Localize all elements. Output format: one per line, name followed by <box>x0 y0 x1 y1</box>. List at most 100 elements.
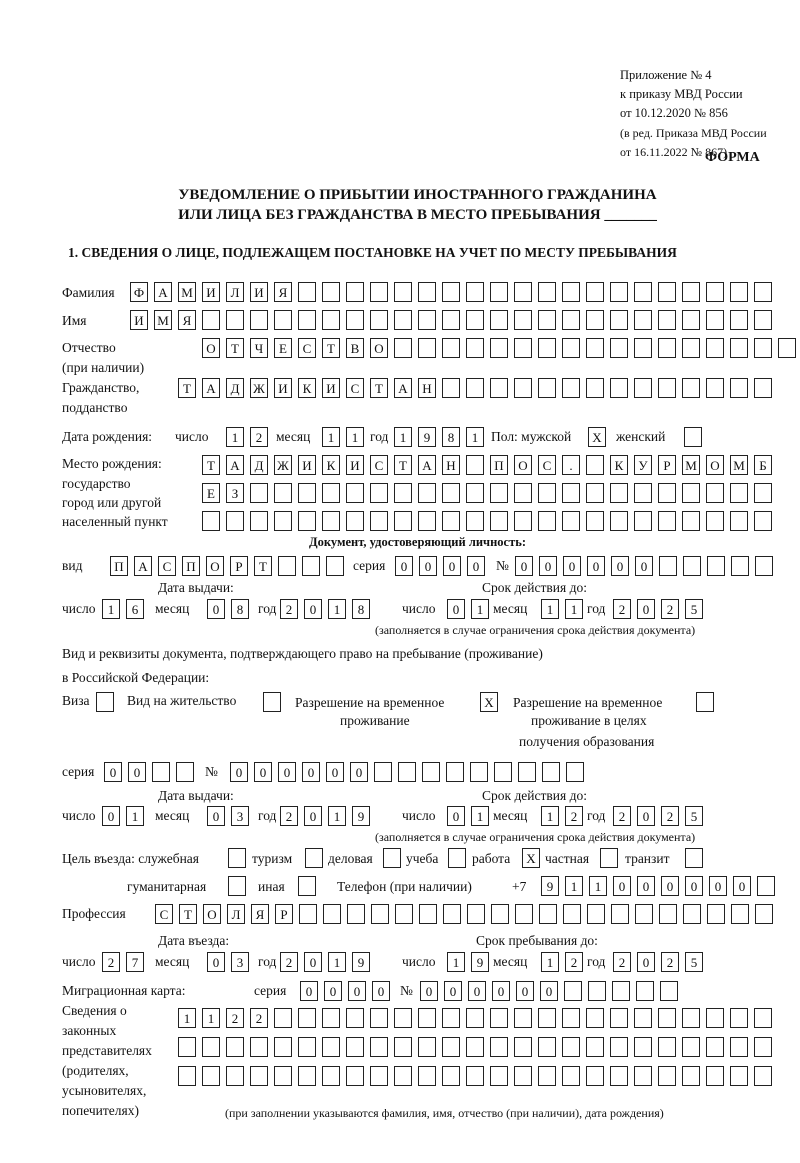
reps2-cell[interactable] <box>490 1037 508 1057</box>
doc-kind-cell[interactable]: Т <box>254 556 272 576</box>
rd-valid-month-cell[interactable]: 2 <box>565 806 583 826</box>
name-cell[interactable] <box>610 310 628 330</box>
birth-year-cell[interactable]: 8 <box>442 427 460 447</box>
p-business-cell[interactable] <box>383 848 401 868</box>
reps1-cell[interactable] <box>514 1008 532 1028</box>
birthplace1-cell[interactable]: П <box>490 455 508 475</box>
doc-valid-day-cell[interactable]: 1 <box>471 599 489 619</box>
reps2-cell[interactable] <box>418 1037 436 1057</box>
doc-number-cell[interactable] <box>707 556 725 576</box>
birthplace3-cell[interactable] <box>514 511 532 531</box>
rd-issue-day-cell[interactable]: 0 <box>102 806 120 826</box>
doc-valid-year-cell[interactable]: 5 <box>685 599 703 619</box>
patronymic-cell[interactable] <box>778 338 796 358</box>
phone-cell[interactable]: 0 <box>613 876 631 896</box>
rd-series-cell[interactable]: 0 <box>104 762 122 782</box>
reps3-cell[interactable] <box>490 1066 508 1086</box>
profession-cell[interactable] <box>587 904 605 924</box>
name-cell[interactable] <box>658 310 676 330</box>
rd-number-cell[interactable] <box>494 762 512 782</box>
birthplace2-cell[interactable] <box>754 483 772 503</box>
reps1-cell[interactable] <box>442 1008 460 1028</box>
birthplace3-cell[interactable] <box>658 511 676 531</box>
profession-cell[interactable] <box>683 904 701 924</box>
patronymic-cell[interactable] <box>706 338 724 358</box>
birthplace3-cell[interactable] <box>706 511 724 531</box>
patronymic-cell[interactable] <box>490 338 508 358</box>
reps2-cell[interactable] <box>562 1037 580 1057</box>
reps1-cell[interactable]: 2 <box>250 1008 268 1028</box>
citizenship-cell[interactable]: Т <box>178 378 196 398</box>
birthplace2-cell[interactable] <box>298 483 316 503</box>
reps1-cell[interactable]: 2 <box>226 1008 244 1028</box>
surname-cell[interactable]: А <box>154 282 172 302</box>
reps3-cell[interactable] <box>538 1066 556 1086</box>
reps1-cell[interactable] <box>586 1008 604 1028</box>
surname-cell[interactable] <box>514 282 532 302</box>
doc-issue-month-cell[interactable]: 0 <box>207 599 225 619</box>
doc-series-cell[interactable]: 0 <box>443 556 461 576</box>
birthplace2-cell[interactable] <box>274 483 292 503</box>
rd-issue-year-cell[interactable]: 9 <box>352 806 370 826</box>
reps2-cell[interactable] <box>682 1037 700 1057</box>
citizenship-cell[interactable]: Ж <box>250 378 268 398</box>
name-cell[interactable] <box>370 310 388 330</box>
profession-cell[interactable] <box>515 904 533 924</box>
patronymic-cell[interactable] <box>442 338 460 358</box>
citizenship-cell[interactable] <box>754 378 772 398</box>
doc-issue-month-cell[interactable]: 8 <box>231 599 249 619</box>
rd-issue-year-cell[interactable]: 0 <box>304 806 322 826</box>
birthplace3-cell[interactable] <box>634 511 652 531</box>
rd-number-cell[interactable] <box>446 762 464 782</box>
citizenship-cell[interactable] <box>466 378 484 398</box>
reps3-cell[interactable] <box>178 1066 196 1086</box>
reps2-cell[interactable] <box>586 1037 604 1057</box>
rd-issue-month-cell[interactable]: 3 <box>231 806 249 826</box>
citizenship-cell[interactable] <box>442 378 460 398</box>
patronymic-cell[interactable]: Ч <box>250 338 268 358</box>
entry-year-cell[interactable]: 2 <box>280 952 298 972</box>
phone-cell[interactable]: 0 <box>661 876 679 896</box>
birthplace2-cell[interactable] <box>586 483 604 503</box>
mc-number-cell[interactable]: 0 <box>468 981 486 1001</box>
birthplace1-cell[interactable]: Т <box>202 455 220 475</box>
stay-day-cell[interactable]: 9 <box>471 952 489 972</box>
birthplace1-cell[interactable]: Б <box>754 455 772 475</box>
doc-kind-cell[interactable]: П <box>182 556 200 576</box>
reps2-cell[interactable] <box>730 1037 748 1057</box>
reps3-cell[interactable] <box>250 1066 268 1086</box>
birthplace2-cell[interactable] <box>706 483 724 503</box>
reps1-cell[interactable] <box>274 1008 292 1028</box>
reps1-cell[interactable] <box>610 1008 628 1028</box>
birthplace3-cell[interactable] <box>394 511 412 531</box>
birthplace2-cell[interactable] <box>514 483 532 503</box>
surname-cell[interactable] <box>562 282 580 302</box>
rd-valid-year-cell[interactable]: 2 <box>661 806 679 826</box>
birthplace1-cell[interactable] <box>586 455 604 475</box>
name-cell[interactable] <box>346 310 364 330</box>
birthplace1-cell[interactable]: . <box>562 455 580 475</box>
patronymic-cell[interactable] <box>418 338 436 358</box>
reps3-cell[interactable] <box>634 1066 652 1086</box>
citizenship-cell[interactable] <box>490 378 508 398</box>
rd-number-cell[interactable] <box>422 762 440 782</box>
reps3-cell[interactable] <box>610 1066 628 1086</box>
surname-cell[interactable] <box>322 282 340 302</box>
citizenship-cell[interactable]: Н <box>418 378 436 398</box>
patronymic-cell[interactable] <box>730 338 748 358</box>
profession-cell[interactable] <box>563 904 581 924</box>
name-cell[interactable]: М <box>154 310 172 330</box>
surname-cell[interactable]: М <box>178 282 196 302</box>
rd-number-cell[interactable] <box>398 762 416 782</box>
stay-month-cell[interactable]: 1 <box>541 952 559 972</box>
doc-valid-month-cell[interactable]: 1 <box>541 599 559 619</box>
stay-year-cell[interactable]: 0 <box>637 952 655 972</box>
reps1-cell[interactable] <box>658 1008 676 1028</box>
profession-cell[interactable] <box>419 904 437 924</box>
reps2-cell[interactable] <box>274 1037 292 1057</box>
surname-cell[interactable] <box>490 282 508 302</box>
rd-issue-year-cell[interactable]: 1 <box>328 806 346 826</box>
birthplace3-cell[interactable] <box>490 511 508 531</box>
birthplace1-cell[interactable]: К <box>610 455 628 475</box>
surname-cell[interactable] <box>730 282 748 302</box>
